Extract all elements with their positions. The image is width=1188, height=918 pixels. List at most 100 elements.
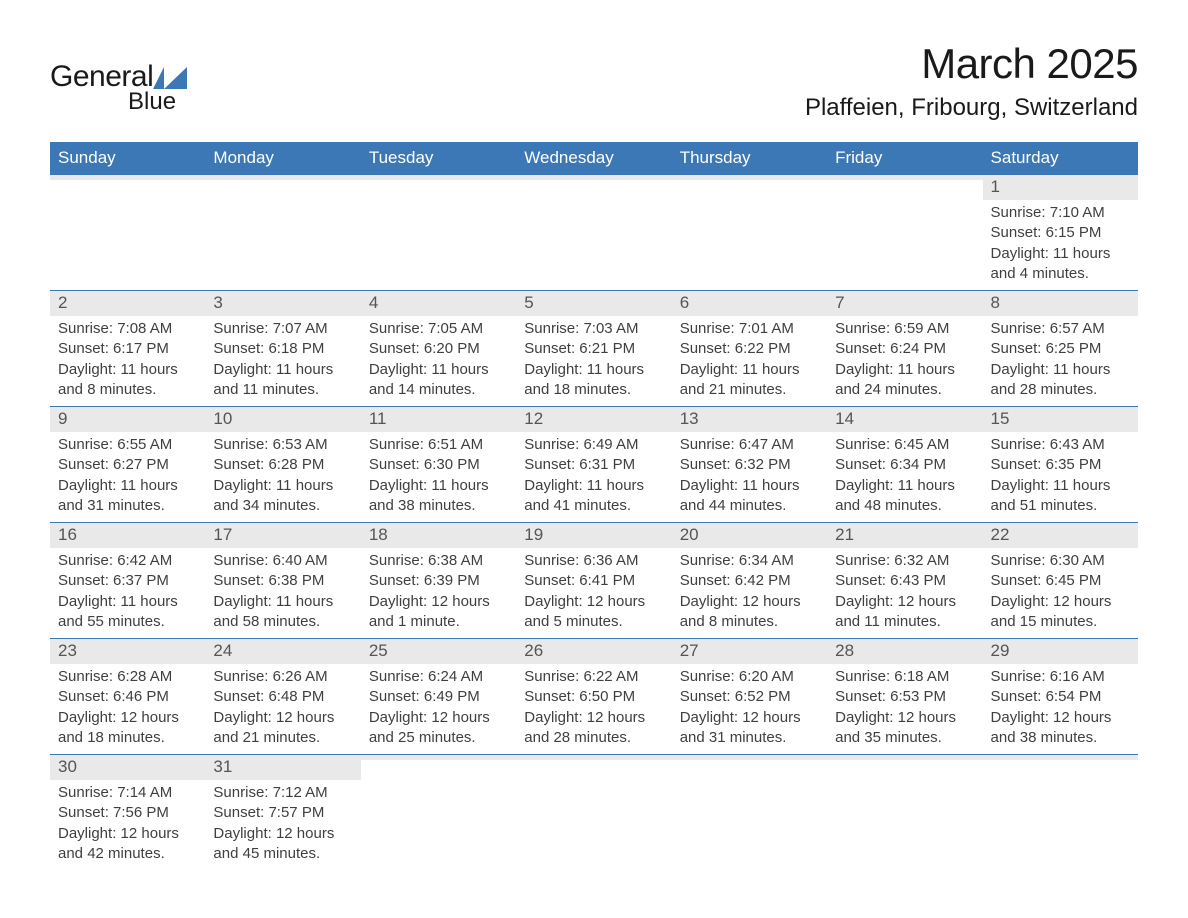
daylight-text: Daylight: 12 hours and 1 minute.: [369, 592, 508, 633]
calendar-week: 2Sunrise: 7:08 AMSunset: 6:17 PMDaylight…: [50, 291, 1138, 407]
sunrise-text: Sunrise: 7:12 AM: [213, 783, 352, 803]
calendar-cell: 29Sunrise: 6:16 AMSunset: 6:54 PMDayligh…: [983, 639, 1138, 755]
day-details: [50, 180, 205, 189]
sunrise-text: Sunrise: 6:40 AM: [213, 551, 352, 571]
sunset-text: Sunset: 6:21 PM: [524, 339, 663, 359]
day-number-row: 31: [205, 755, 360, 780]
daylight-text: Daylight: 12 hours and 38 minutes.: [991, 708, 1130, 749]
day-number-row: 28: [827, 639, 982, 664]
day-number-row: 5: [516, 291, 671, 316]
day-details: Sunrise: 6:28 AMSunset: 6:46 PMDaylight:…: [50, 664, 205, 754]
day-details: Sunrise: 6:55 AMSunset: 6:27 PMDaylight:…: [50, 432, 205, 522]
day-details: [827, 180, 982, 189]
weekday-thu: Thursday: [672, 142, 827, 175]
day-number-row: 4: [361, 291, 516, 316]
calendar-cell: 8Sunrise: 6:57 AMSunset: 6:25 PMDaylight…: [983, 291, 1138, 407]
sunrise-text: Sunrise: 6:59 AM: [835, 319, 974, 339]
day-details: Sunrise: 6:22 AMSunset: 6:50 PMDaylight:…: [516, 664, 671, 754]
day-number: 12: [516, 407, 671, 432]
day-details: Sunrise: 6:53 AMSunset: 6:28 PMDaylight:…: [205, 432, 360, 522]
day-number: 1: [983, 175, 1138, 200]
day-details: Sunrise: 6:59 AMSunset: 6:24 PMDaylight:…: [827, 316, 982, 406]
daylight-text: Daylight: 11 hours and 18 minutes.: [524, 360, 663, 401]
day-number-row: 22: [983, 523, 1138, 548]
calendar-week: 1Sunrise: 7:10 AMSunset: 6:15 PMDaylight…: [50, 175, 1138, 291]
day-number-row: 18: [361, 523, 516, 548]
sunrise-text: Sunrise: 6:20 AM: [680, 667, 819, 687]
sunset-text: Sunset: 6:49 PM: [369, 687, 508, 707]
day-details: Sunrise: 6:45 AMSunset: 6:34 PMDaylight:…: [827, 432, 982, 522]
sunrise-text: Sunrise: 7:10 AM: [991, 203, 1130, 223]
day-number: 10: [205, 407, 360, 432]
sunset-text: Sunset: 6:25 PM: [991, 339, 1130, 359]
day-details: Sunrise: 6:32 AMSunset: 6:43 PMDaylight:…: [827, 548, 982, 638]
day-details: Sunrise: 6:43 AMSunset: 6:35 PMDaylight:…: [983, 432, 1138, 522]
day-number: 25: [361, 639, 516, 664]
day-number: 19: [516, 523, 671, 548]
sunset-text: Sunset: 6:48 PM: [213, 687, 352, 707]
calendar-cell: 27Sunrise: 6:20 AMSunset: 6:52 PMDayligh…: [672, 639, 827, 755]
calendar-cell: 23Sunrise: 6:28 AMSunset: 6:46 PMDayligh…: [50, 639, 205, 755]
sunrise-text: Sunrise: 6:49 AM: [524, 435, 663, 455]
day-number: 4: [361, 291, 516, 316]
day-number: 24: [205, 639, 360, 664]
day-number-row: 23: [50, 639, 205, 664]
calendar-cell: 10Sunrise: 6:53 AMSunset: 6:28 PMDayligh…: [205, 407, 360, 523]
day-number-row: 15: [983, 407, 1138, 432]
calendar-cell: [672, 175, 827, 291]
day-number-row: 19: [516, 523, 671, 548]
sunset-text: Sunset: 6:30 PM: [369, 455, 508, 475]
sunrise-text: Sunrise: 7:08 AM: [58, 319, 197, 339]
day-number: 13: [672, 407, 827, 432]
calendar-body: 1 Sunrise: 7:10 AMSunset: 6:15 PM Daylight…: [50, 175, 1138, 871]
day-number: 8: [983, 291, 1138, 316]
day-details: [983, 760, 1138, 769]
day-details: Sunrise: 6:38 AMSunset: 6:39 PMDaylight:…: [361, 548, 516, 638]
header: General Blue March 2025 Plaffeien, Fribo…: [50, 40, 1138, 122]
daylight-text: Daylight: 11 hours and 41 minutes.: [524, 476, 663, 517]
sunset-text: Sunset: 6:15 PM: [991, 223, 1130, 243]
calendar-cell: 1Sunrise: 7:10 AMSunset: 6:15 PMDaylight…: [983, 175, 1138, 291]
calendar-cell: [827, 755, 982, 871]
calendar-header: Sunday Monday Tuesday Wednesday Thursday…: [50, 142, 1138, 175]
day-details: Sunrise: 7:07 AMSunset: 6:18 PMDaylight:…: [205, 316, 360, 406]
calendar-cell: [361, 175, 516, 291]
day-number-row: 10: [205, 407, 360, 432]
day-details: [361, 760, 516, 769]
sunrise-text: Sunrise: 6:32 AM: [835, 551, 974, 571]
sunset-text: Sunset: 7:57 PM: [213, 803, 352, 823]
sunrise-text: Sunrise: 6:51 AM: [369, 435, 508, 455]
calendar-cell: 22Sunrise: 6:30 AMSunset: 6:45 PMDayligh…: [983, 523, 1138, 639]
day-details: Sunrise: 6:49 AMSunset: 6:31 PMDaylight:…: [516, 432, 671, 522]
daylight-text: Daylight: 12 hours and 15 minutes.: [991, 592, 1130, 633]
day-details: Sunrise: 6:36 AMSunset: 6:41 PMDaylight:…: [516, 548, 671, 638]
daylight-text: Daylight: 11 hours and 8 minutes.: [58, 360, 197, 401]
logo-triangle-icon: [153, 67, 187, 89]
day-number-row: 8: [983, 291, 1138, 316]
sunset-text: Sunset: 6:41 PM: [524, 571, 663, 591]
sunrise-text: Sunrise: 6:38 AM: [369, 551, 508, 571]
calendar-cell: 11Sunrise: 6:51 AMSunset: 6:30 PMDayligh…: [361, 407, 516, 523]
day-number-row: 14: [827, 407, 982, 432]
day-number: 16: [50, 523, 205, 548]
logo: General Blue: [50, 40, 187, 116]
sunrise-text: Sunrise: 7:03 AM: [524, 319, 663, 339]
day-details: [516, 180, 671, 189]
day-number-row: 27: [672, 639, 827, 664]
day-details: Sunrise: 6:18 AMSunset: 6:53 PMDaylight:…: [827, 664, 982, 754]
sunrise-text: Sunrise: 7:05 AM: [369, 319, 508, 339]
day-details: Sunrise: 6:30 AMSunset: 6:45 PMDaylight:…: [983, 548, 1138, 638]
day-details: Sunrise: 6:42 AMSunset: 6:37 PMDaylight:…: [50, 548, 205, 638]
calendar-week: 23Sunrise: 6:28 AMSunset: 6:46 PMDayligh…: [50, 639, 1138, 755]
day-details: [361, 180, 516, 189]
day-number: 30: [50, 755, 205, 780]
daylight-text: Daylight: 11 hours and 34 minutes.: [213, 476, 352, 517]
day-number-row: 20: [672, 523, 827, 548]
day-number-row: 29: [983, 639, 1138, 664]
day-number-row: 3: [205, 291, 360, 316]
day-number-row: 25: [361, 639, 516, 664]
calendar-cell: [205, 175, 360, 291]
calendar-table: Sunday Monday Tuesday Wednesday Thursday…: [50, 142, 1138, 870]
calendar-cell: 21Sunrise: 6:32 AMSunset: 6:43 PMDayligh…: [827, 523, 982, 639]
sunrise-text: Sunrise: 6:43 AM: [991, 435, 1130, 455]
